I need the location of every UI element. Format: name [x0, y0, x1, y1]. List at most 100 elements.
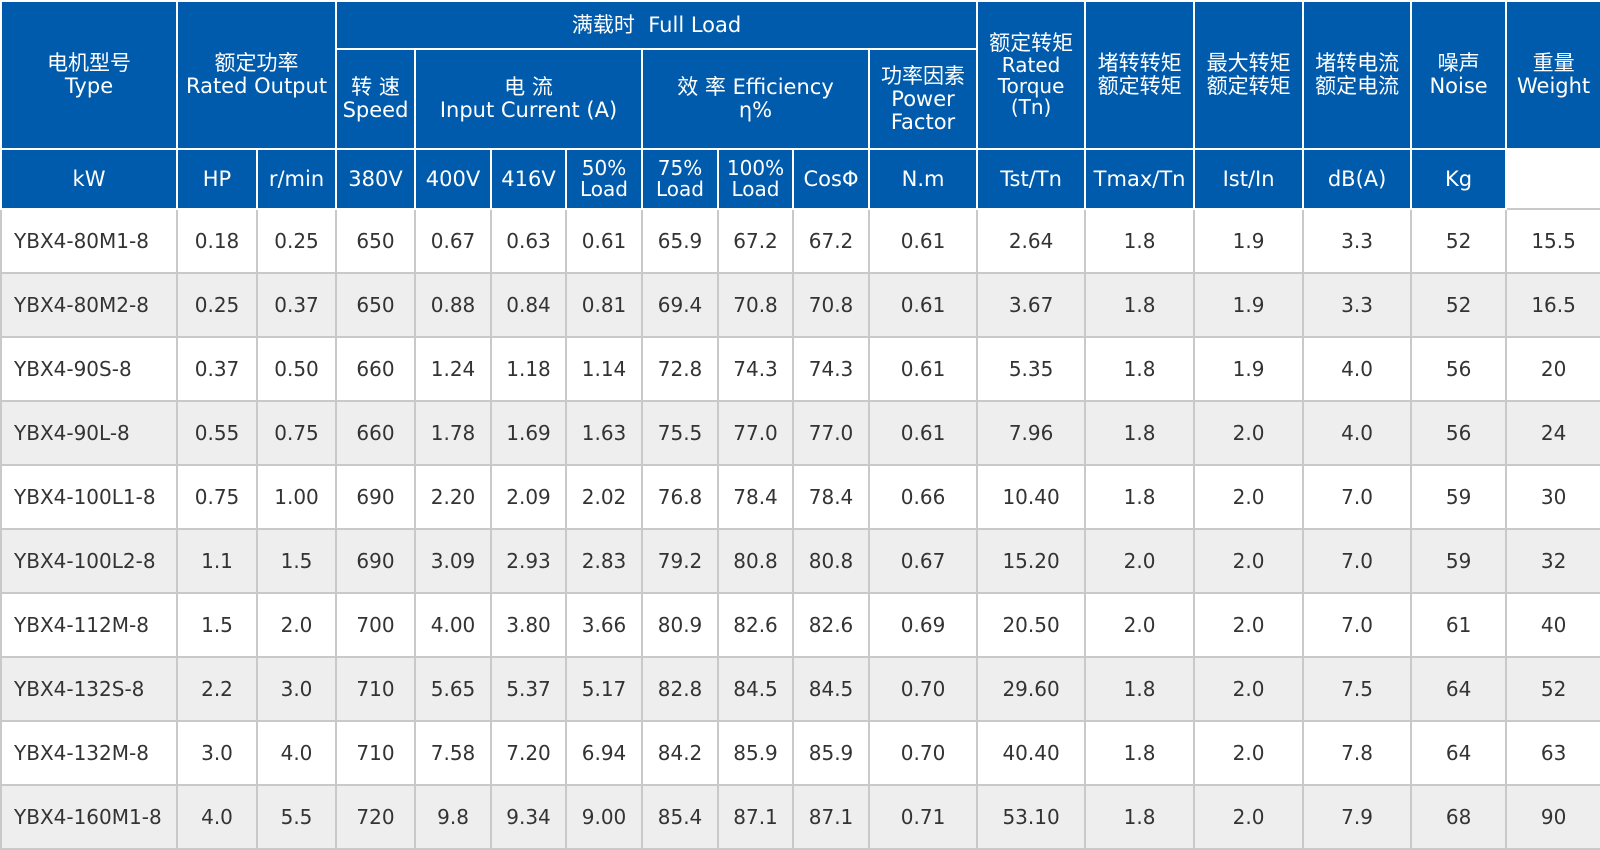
table-cell: 10.40: [976, 464, 1087, 530]
unit-db: dB(A): [1302, 148, 1413, 210]
table-cell: 0.75: [176, 464, 258, 530]
table-cell: 65.9: [641, 208, 720, 274]
table-cell: 1.63: [565, 400, 644, 466]
table-cell: 2.0: [1193, 592, 1305, 658]
motor-type-cell: YBX4-100L2-8: [0, 528, 178, 594]
motor-type-cell: YBX4-90L-8: [0, 400, 178, 466]
table-row: YBX4-132M-8 3.0 4.0 710 7.58 7.20 6.94 84.2 85.9…: [0, 720, 1600, 786]
table-cell: 0.61: [565, 208, 644, 274]
table-cell: 3.0: [255, 656, 338, 722]
table-cell: 2.0: [1193, 784, 1305, 850]
table-cell: 2.0: [255, 592, 338, 658]
table-cell: 4.0: [1302, 400, 1413, 466]
table-cell: 59: [1410, 528, 1508, 594]
table-cell: 1.5: [176, 592, 258, 658]
unit-tmax-tn: Tmax/Tn: [1084, 148, 1196, 210]
unit-100-load: 100% Load: [717, 148, 795, 210]
table-cell: 15.5: [1505, 208, 1600, 274]
table-cell: 1.8: [1084, 272, 1196, 338]
table-cell: 79.2: [641, 528, 720, 594]
table-cell: 2.0: [1084, 528, 1196, 594]
unit-380v: 380V: [335, 148, 417, 210]
table-cell: 84.5: [717, 656, 795, 722]
table-cell: 7.0: [1302, 464, 1413, 530]
unit-hp: HP: [176, 148, 258, 210]
table-cell: 0.37: [176, 336, 258, 402]
table-cell: 3.0: [176, 720, 258, 786]
table-cell: 84.2: [641, 720, 720, 786]
table-cell: 7.8: [1302, 720, 1413, 786]
table-cell: 64: [1410, 656, 1508, 722]
table-cell: 2.02: [565, 464, 644, 530]
table-cell: 2.64: [976, 208, 1087, 274]
table-cell: 67.2: [717, 208, 795, 274]
efficiency-header: 效 率 Efficiency η%: [641, 48, 871, 150]
table-cell: 650: [335, 208, 417, 274]
table-cell: 7.0: [1302, 592, 1413, 658]
unit-kg: Kg: [1410, 148, 1508, 210]
table-cell: 0.61: [868, 208, 979, 274]
table-cell: 2.0: [1193, 720, 1305, 786]
table-cell: 76.8: [641, 464, 720, 530]
table-row: YBX4-112M-8 1.5 2.0 700 4.00 3.80 3.66 80.9 82.6…: [0, 592, 1600, 658]
table-cell: 64: [1410, 720, 1508, 786]
table-cell: 3.66: [565, 592, 644, 658]
table-cell: 63: [1505, 720, 1600, 786]
table-cell: 0.61: [868, 336, 979, 402]
motor-type-cell: YBX4-132S-8: [0, 656, 178, 722]
table-cell: 0.70: [868, 656, 979, 722]
table-cell: 74.3: [792, 336, 871, 402]
table-cell: 2.0: [1084, 592, 1196, 658]
table-cell: 1.69: [490, 400, 568, 466]
table-cell: 1.8: [1084, 400, 1196, 466]
table-cell: 1.9: [1193, 336, 1305, 402]
table-cell: 80.9: [641, 592, 720, 658]
table-cell: 74.3: [717, 336, 795, 402]
table-body: YBX4-80M1-8 0.18 0.25 650 0.67 0.63 0.61 65.9 67…: [0, 208, 1600, 850]
table-cell: 77.0: [717, 400, 795, 466]
table-cell: 82.8: [641, 656, 720, 722]
rated-torque-header: 额定转矩 Rated Torque (Tn): [976, 0, 1087, 150]
table-cell: 52: [1505, 656, 1600, 722]
table-row: YBX4-80M2-8 0.25 0.37 650 0.88 0.84 0.81 69.4 70…: [0, 272, 1600, 338]
table-cell: 0.61: [868, 272, 979, 338]
unit-cos-phi: CosΦ: [792, 148, 871, 210]
table-cell: 53.10: [976, 784, 1087, 850]
table-cell: 80.8: [717, 528, 795, 594]
table-row: YBX4-100L2-8 1.1 1.5 690 3.09 2.93 2.83 79.2 80.…: [0, 528, 1600, 594]
motor-type-cell: YBX4-90S-8: [0, 336, 178, 402]
motor-type-cell: YBX4-80M1-8: [0, 208, 178, 274]
max-torque-header: 最大转矩 额定转矩: [1193, 0, 1305, 150]
table-cell: 5.17: [565, 656, 644, 722]
table-cell: 70.8: [717, 272, 795, 338]
table-cell: 9.00: [565, 784, 644, 850]
table-cell: 0.37: [255, 272, 338, 338]
table-row: YBX4-80M1-8 0.18 0.25 650 0.67 0.63 0.61 65.9 67…: [0, 208, 1600, 274]
table-cell: 720: [335, 784, 417, 850]
table-cell: 690: [335, 464, 417, 530]
table-cell: 52: [1410, 272, 1508, 338]
table-cell: 7.96: [976, 400, 1087, 466]
table-cell: 1.8: [1084, 208, 1196, 274]
table-cell: 5.5: [255, 784, 338, 850]
table-cell: 80.8: [792, 528, 871, 594]
table-cell: 16.5: [1505, 272, 1600, 338]
table-cell: 660: [335, 336, 417, 402]
table-cell: 1.8: [1084, 464, 1196, 530]
table-cell: 2.93: [490, 528, 568, 594]
table-cell: 1.1: [176, 528, 258, 594]
table-cell: 4.0: [255, 720, 338, 786]
table-cell: 7.0: [1302, 528, 1413, 594]
table-cell: 82.6: [792, 592, 871, 658]
unit-rmin: r/min: [255, 148, 338, 210]
table-cell: 3.67: [976, 272, 1087, 338]
table-cell: 1.5: [255, 528, 338, 594]
table-cell: 7.5: [1302, 656, 1413, 722]
table-cell: 24: [1505, 400, 1600, 466]
type-header: 电机型号 Type: [0, 0, 178, 150]
table-cell: 7.20: [490, 720, 568, 786]
motor-type-cell: YBX4-160M1-8: [0, 784, 178, 850]
table-row: YBX4-90L-8 0.55 0.75 660 1.78 1.69 1.63 75.5 77.…: [0, 400, 1600, 466]
table-cell: 0.84: [490, 272, 568, 338]
unit-nm: N.m: [868, 148, 979, 210]
